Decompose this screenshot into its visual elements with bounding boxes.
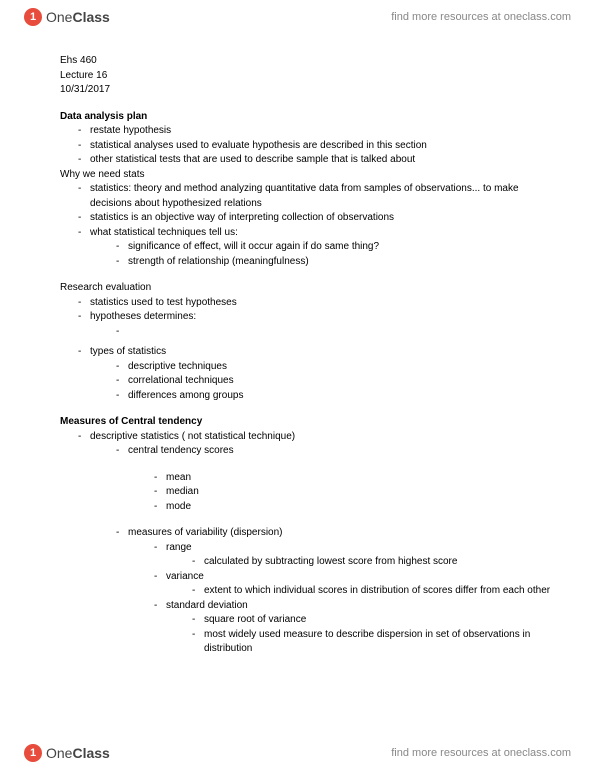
list-item-empty — [116, 325, 555, 340]
header-bar: 1 OneClass find more resources at onecla… — [0, 0, 595, 34]
list-item: variance — [154, 570, 555, 585]
list-item: mean — [154, 471, 555, 486]
list-range: range — [154, 541, 555, 556]
brand-word-one: One — [46, 9, 72, 25]
section-heading-why-stats: Why we need stats — [60, 168, 555, 183]
resources-link-bottom[interactable]: find more resources at oneclass.com — [391, 747, 571, 759]
resources-link-top[interactable]: find more resources at oneclass.com — [391, 11, 571, 23]
list-item: statistics is an objective way of interp… — [78, 211, 555, 226]
list-item: descriptive techniques — [116, 360, 555, 375]
document-body: Ehs 460 Lecture 16 10/31/2017 Data analy… — [60, 54, 555, 657]
list-variability: measures of variability (dispersion) — [116, 526, 555, 541]
section-heading-central-tendency: Measures of Central tendency — [60, 415, 555, 430]
list-item: mode — [154, 500, 555, 515]
list-item: measures of variability (dispersion) — [116, 526, 555, 541]
brand-word-one: One — [46, 745, 72, 761]
list-item: statistics used to test hypotheses — [78, 296, 555, 311]
brand-icon: 1 — [24, 8, 42, 26]
list-central-scores: mean median mode — [154, 471, 555, 515]
section-heading-research-eval: Research evaluation — [60, 281, 555, 296]
brand-logo[interactable]: 1 OneClass — [24, 8, 110, 26]
list-item: differences among groups — [116, 389, 555, 404]
list-item: standard deviation — [154, 599, 555, 614]
list-item: what statistical techniques tell us: — [78, 226, 555, 241]
brand-word-class: Class — [72, 9, 109, 25]
lecture-number: Lecture 16 — [60, 69, 555, 84]
list-variance-desc: extent to which individual scores in dis… — [192, 584, 555, 599]
course-code: Ehs 460 — [60, 54, 555, 69]
list-sd-desc: square root of variance most widely used… — [192, 613, 555, 657]
list-item: restate hypothesis — [78, 124, 555, 139]
list-item: hypotheses determines: — [78, 310, 555, 325]
footer-bar: 1 OneClass find more resources at onecla… — [0, 736, 595, 770]
lecture-date: 10/31/2017 — [60, 83, 555, 98]
list-why-stats: statistics: theory and method analyzing … — [78, 182, 555, 240]
list-types-stats-sub: descriptive techniques correlational tec… — [116, 360, 555, 404]
list-variance: variance — [154, 570, 555, 585]
brand-logo-footer[interactable]: 1 OneClass — [24, 744, 110, 762]
list-research-empty — [116, 325, 555, 340]
list-item: median — [154, 485, 555, 500]
list-sd: standard deviation — [154, 599, 555, 614]
list-item: central tendency scores — [116, 444, 555, 459]
list-item: extent to which individual scores in dis… — [192, 584, 555, 599]
list-item: strength of relationship (meaningfulness… — [116, 255, 555, 270]
list-item: other statistical tests that are used to… — [78, 153, 555, 168]
list-types-stats: types of statistics — [78, 345, 555, 360]
list-item: statistics: theory and method analyzing … — [78, 182, 555, 211]
list-research: statistics used to test hypotheses hypot… — [78, 296, 555, 325]
brand-word-class: Class — [72, 745, 109, 761]
list-item: range — [154, 541, 555, 556]
list-measures: descriptive statistics ( not statistical… — [78, 430, 555, 445]
list-item: correlational techniques — [116, 374, 555, 389]
list-item: descriptive statistics ( not statistical… — [78, 430, 555, 445]
list-data-analysis: restate hypothesis statistical analyses … — [78, 124, 555, 168]
section-heading-data-analysis: Data analysis plan — [60, 110, 555, 125]
brand-icon: 1 — [24, 744, 42, 762]
list-item: types of statistics — [78, 345, 555, 360]
list-why-stats-sub: significance of effect, will it occur ag… — [116, 240, 555, 269]
list-item: calculated by subtracting lowest score f… — [192, 555, 555, 570]
list-item: statistical analyses used to evaluate hy… — [78, 139, 555, 154]
brand-text: OneClass — [46, 745, 110, 761]
list-range-desc: calculated by subtracting lowest score f… — [192, 555, 555, 570]
brand-text: OneClass — [46, 9, 110, 25]
list-item: significance of effect, will it occur ag… — [116, 240, 555, 255]
list-item: most widely used measure to describe dis… — [192, 628, 555, 657]
list-item: square root of variance — [192, 613, 555, 628]
list-measures-sub: central tendency scores — [116, 444, 555, 459]
